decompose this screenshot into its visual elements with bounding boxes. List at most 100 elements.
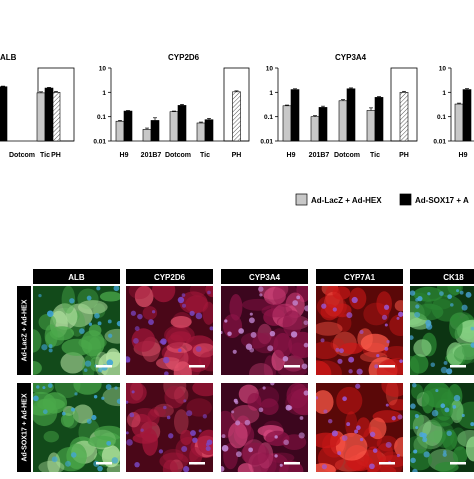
cell-blob	[257, 323, 272, 345]
nucleus	[440, 366, 448, 374]
y-tick-label: 0.01	[260, 139, 273, 146]
cell-blob	[128, 286, 151, 300]
y-tick-label: 10	[99, 66, 107, 73]
cell-blob	[173, 409, 189, 435]
nucleus	[337, 358, 343, 364]
nucleus	[384, 323, 388, 327]
cell-blob	[66, 443, 87, 470]
cell-blob	[99, 291, 120, 302]
micrograph-cyp2d6-row2	[126, 383, 213, 472]
micrograph-image	[33, 383, 120, 472]
cell-blob	[179, 291, 208, 314]
nucleus	[42, 386, 46, 390]
cell-blob	[192, 383, 213, 397]
nucleus	[238, 328, 244, 334]
cell-blob	[452, 446, 468, 465]
nucleus	[231, 410, 235, 414]
nucleus	[248, 447, 254, 453]
nucleus	[269, 330, 276, 337]
scale-bar	[284, 365, 300, 368]
x-tick-label: 201B7	[141, 152, 162, 159]
cell-blob	[33, 361, 42, 375]
nucleus	[348, 356, 355, 363]
nucleus	[221, 444, 229, 452]
cell-blob	[410, 317, 432, 330]
nucleus	[97, 367, 103, 373]
cell-blob	[452, 343, 474, 360]
nucleus	[376, 353, 380, 358]
cell-blob	[410, 354, 429, 374]
cell-blob	[170, 316, 192, 328]
bar-sox17-dotcom	[177, 105, 187, 142]
nucleus	[442, 452, 447, 457]
cell-blob	[61, 338, 93, 356]
nucleus	[235, 420, 241, 426]
nucleus	[303, 390, 308, 396]
micrograph-alb-row2	[33, 383, 120, 472]
nucleus	[443, 450, 447, 454]
nucleus	[178, 348, 182, 353]
cell-blob	[163, 383, 187, 400]
nucleus	[425, 323, 433, 330]
nucleus	[126, 439, 133, 446]
legend-swatch	[399, 193, 412, 206]
nucleus	[381, 314, 388, 320]
cell-blob	[290, 388, 308, 416]
nucleus	[70, 407, 75, 412]
nucleus	[69, 298, 75, 304]
nucleus	[296, 295, 301, 300]
nucleus	[456, 289, 460, 293]
cell-blob	[431, 416, 454, 427]
nucleus	[91, 414, 97, 421]
nucleus	[111, 457, 119, 464]
cell-blob	[44, 324, 58, 349]
cell-blob	[316, 390, 334, 414]
cell-blob	[202, 301, 213, 325]
nucleus	[84, 360, 92, 367]
cell-blob	[381, 383, 403, 397]
cell-blob	[332, 286, 351, 300]
cell-blob	[102, 386, 120, 407]
nucleus	[446, 368, 453, 375]
cell-blob	[337, 314, 352, 332]
cell-blob	[394, 437, 403, 457]
micrograph-image	[410, 383, 474, 472]
nucleus	[41, 344, 48, 351]
nucleus	[195, 346, 202, 352]
cell-blob	[289, 342, 306, 360]
nucleus	[108, 333, 113, 338]
nucleus	[106, 359, 114, 366]
cell-blob	[241, 442, 269, 466]
nucleus	[386, 339, 390, 344]
bar-sox17-tic	[204, 119, 214, 142]
nucleus	[227, 331, 232, 336]
chart-panel-partial: 10 1 0.1 0.01 H9	[433, 66, 474, 159]
x-tick-label: Tic	[200, 152, 210, 159]
column-header: CK18	[443, 273, 464, 282]
nucleus	[355, 383, 361, 389]
nucleus	[88, 322, 93, 326]
nucleus	[126, 356, 131, 363]
cell-blob	[189, 447, 203, 466]
nucleus	[235, 451, 242, 458]
nucleus	[423, 451, 430, 458]
nucleus	[177, 296, 185, 304]
bar-lacz-h9	[282, 105, 292, 142]
nucleus	[450, 303, 454, 307]
nucleus	[258, 407, 264, 413]
scale-bar	[96, 365, 112, 368]
cell-blob	[249, 363, 273, 375]
y-tick-label: 0.1	[97, 114, 106, 121]
nucleus	[221, 330, 223, 335]
nucleus	[186, 410, 193, 417]
bar-sox17-h9	[123, 110, 133, 142]
y-tick-label: 0.01	[433, 139, 446, 146]
nucleus	[372, 448, 378, 453]
cell-blob	[134, 286, 154, 308]
cell-blob	[186, 398, 212, 417]
nucleus	[114, 386, 118, 390]
bar-lacz-201b7	[310, 116, 320, 142]
nucleus	[282, 356, 289, 362]
nucleus	[354, 429, 359, 434]
column-header-bg	[33, 269, 120, 284]
